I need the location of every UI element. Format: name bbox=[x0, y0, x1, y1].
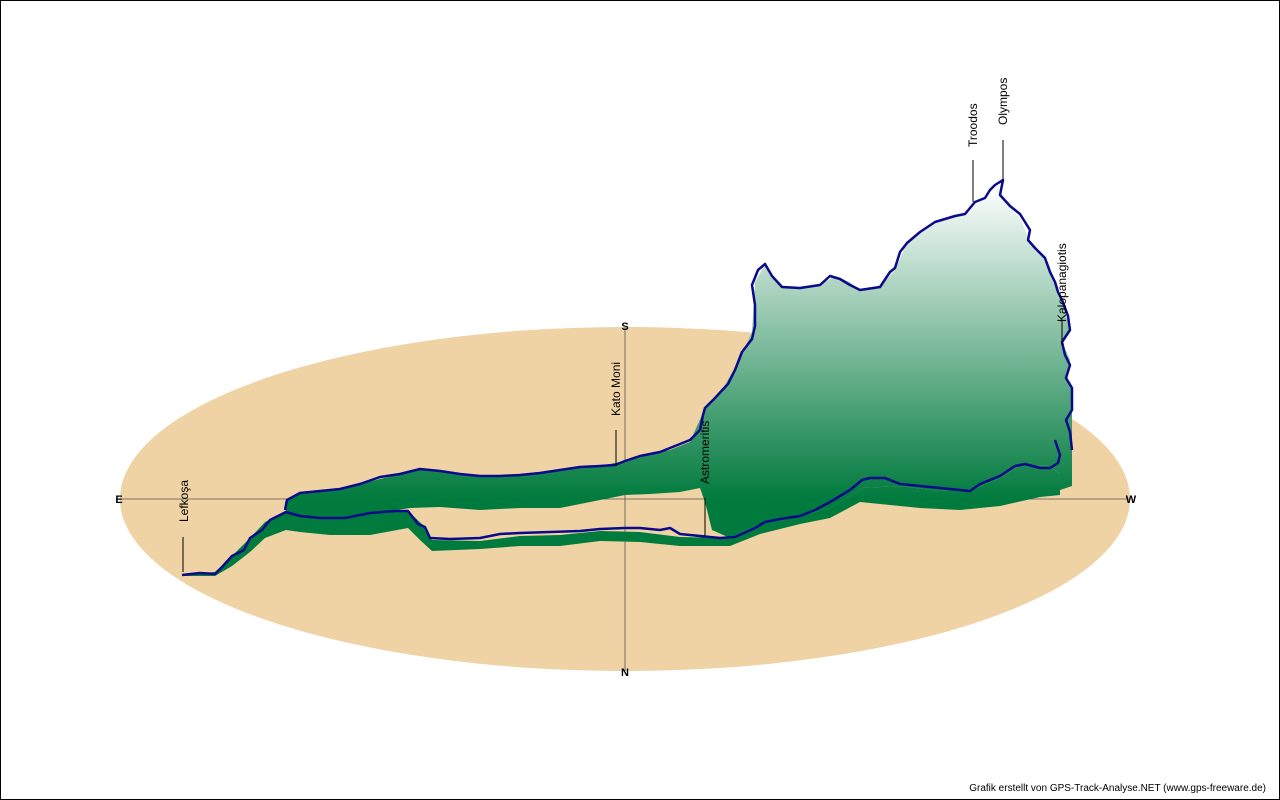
credit-text: Grafik erstellt von GPS-Track-Analyse.NE… bbox=[969, 783, 1266, 794]
compass-north: N bbox=[621, 667, 629, 679]
place-label-lefkosa: Lefkoşa bbox=[177, 480, 191, 522]
near-track-wall bbox=[182, 465, 1060, 576]
place-label-olympos: Olympos bbox=[996, 78, 1010, 125]
compass-east: E bbox=[115, 494, 122, 506]
place-label-troodos: Troodos bbox=[966, 103, 980, 147]
far-track-wall bbox=[285, 182, 1072, 538]
place-label-kato-moni: Kato Moni bbox=[609, 362, 623, 416]
compass-south: S bbox=[621, 321, 628, 333]
near-track-line bbox=[181, 439, 1062, 577]
place-label-astromeritis: Astromeritis bbox=[698, 421, 712, 484]
compass-west: W bbox=[1126, 494, 1137, 506]
far-track-line bbox=[283, 178, 1074, 511]
place-label-kalopanagiotis: Kalopanagiotis bbox=[1055, 243, 1069, 322]
